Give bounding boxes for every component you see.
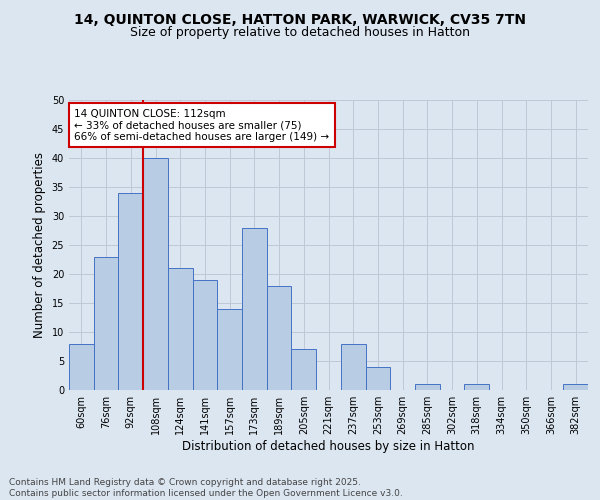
Y-axis label: Number of detached properties: Number of detached properties <box>33 152 46 338</box>
Text: 14, QUINTON CLOSE, HATTON PARK, WARWICK, CV35 7TN: 14, QUINTON CLOSE, HATTON PARK, WARWICK,… <box>74 12 526 26</box>
Bar <box>118 193 143 390</box>
Bar <box>341 344 365 390</box>
Bar <box>193 280 217 390</box>
Bar <box>267 286 292 390</box>
Text: Contains HM Land Registry data © Crown copyright and database right 2025.
Contai: Contains HM Land Registry data © Crown c… <box>9 478 403 498</box>
Bar <box>365 367 390 390</box>
Bar <box>217 309 242 390</box>
Bar <box>242 228 267 390</box>
Bar <box>69 344 94 390</box>
Text: Size of property relative to detached houses in Hatton: Size of property relative to detached ho… <box>130 26 470 39</box>
Text: 14 QUINTON CLOSE: 112sqm
← 33% of detached houses are smaller (75)
66% of semi-d: 14 QUINTON CLOSE: 112sqm ← 33% of detach… <box>74 108 329 142</box>
X-axis label: Distribution of detached houses by size in Hatton: Distribution of detached houses by size … <box>182 440 475 453</box>
Bar <box>563 384 588 390</box>
Bar <box>464 384 489 390</box>
Bar <box>143 158 168 390</box>
Bar <box>415 384 440 390</box>
Bar <box>292 350 316 390</box>
Bar <box>168 268 193 390</box>
Bar <box>94 256 118 390</box>
